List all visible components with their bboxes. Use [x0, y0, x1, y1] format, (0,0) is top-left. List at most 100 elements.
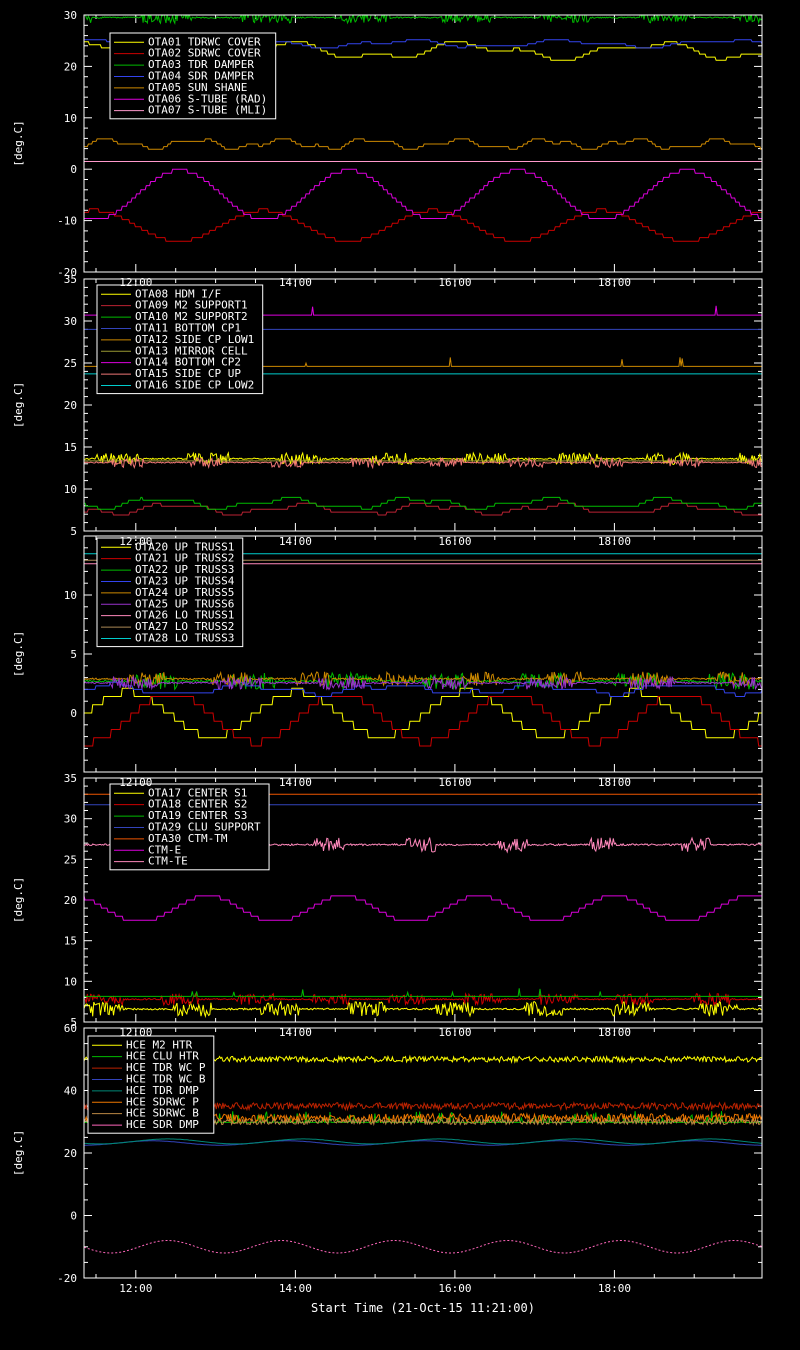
x-tick-label: 14:00	[279, 535, 312, 548]
series-ota18-center-s2	[84, 992, 762, 1007]
x-tick-label: 18:00	[598, 1282, 631, 1295]
x-tick-label: 12:00	[119, 776, 152, 789]
legend-label: HCE SDR DMP	[126, 1118, 199, 1131]
panel-frame	[83, 535, 763, 773]
legend-label: OTA22 UP TRUSS3	[135, 563, 234, 576]
legend-label: OTA01 TDRWC COVER	[148, 35, 261, 48]
series-ota25-up-truss6	[84, 674, 762, 691]
x-tick-label: 12:00	[119, 1026, 152, 1039]
panel-4: 5 10 15 20 25 30 35 [deg.C] OTA17 CENTER S1OTA18…	[12, 772, 763, 1029]
axis-ticks	[84, 278, 762, 532]
series-group	[84, 793, 762, 1019]
legend-label: OTA16 SIDE CP LOW2	[135, 379, 254, 392]
y-tick-label: 40	[64, 1085, 77, 1098]
series-ota15-side-cp-up	[84, 456, 762, 470]
legend-label: OTA07 S-TUBE (MLI)	[148, 104, 267, 117]
y-axis-title: [deg.C]	[12, 382, 25, 428]
legend-label: OTA11 BOTTOM CP1	[135, 322, 241, 335]
y-tick-label: 15	[64, 441, 77, 454]
legend-label: CTM-E	[148, 843, 181, 856]
panels: -20 -10 0 10 20 30 [deg.C] OTA01 TDRWC COVER OTA…	[12, 9, 763, 1285]
legend-label: OTA15 SIDE CP UP	[135, 367, 241, 380]
y-tick-label: -20	[57, 266, 77, 279]
y-tick-label: 25	[64, 853, 77, 866]
series-ota21-up-truss2	[84, 696, 762, 747]
series-group	[84, 15, 762, 242]
legend-label: OTA28 LO TRUSS3	[135, 632, 234, 645]
legend-label: OTA10 M2 SUPPORT2	[135, 310, 248, 323]
legend-box	[109, 783, 270, 871]
y-tick-label: 60	[64, 1022, 77, 1035]
legend-label: OTA27 LO TRUSS2	[135, 620, 234, 633]
legend-label: HCE SDRWC B	[126, 1107, 199, 1120]
y-tick-label: 10	[64, 112, 77, 125]
x-tick-label: 16:00	[438, 276, 471, 289]
x-tick-label: 16:00	[438, 1026, 471, 1039]
legend-label: OTA13 MIRROR CELL	[135, 344, 248, 357]
y-tick-label: 10	[64, 483, 77, 496]
y-tick-label: 5	[70, 648, 77, 661]
x-tick-label: 12:00	[119, 1282, 152, 1295]
y-tick-label: 5	[70, 1016, 77, 1029]
y-axis-title: [deg.C]	[12, 120, 25, 166]
series-hce-sdr-dmp	[84, 1240, 762, 1254]
legend-label: OTA20 UP TRUSS1	[135, 540, 234, 553]
legend-label: HCE TDR DMP	[126, 1084, 199, 1097]
y-tick-label: 0	[70, 163, 77, 176]
series-ota19-center-s3	[84, 988, 762, 997]
x-tick-label: 14:00	[279, 1026, 312, 1039]
x-tick-label: 12:00	[119, 535, 152, 548]
y-tick-label: 30	[64, 315, 77, 328]
y-tick-label: 10	[64, 975, 77, 988]
legend-label: OTA14 BOTTOM CP2	[135, 356, 241, 369]
y-tick-label: 20	[64, 399, 77, 412]
x-tick-label: 14:00	[279, 276, 312, 289]
legend-label: OTA08 HDM I/F	[135, 287, 221, 300]
x-tick-label: 18:00	[598, 776, 631, 789]
series-ota17-center-s1	[84, 1000, 762, 1019]
legend-label: HCE CLU HTR	[126, 1050, 199, 1063]
y-tick-label: 20	[64, 894, 77, 907]
legend-label: OTA04 SDR DAMPER	[148, 70, 254, 83]
y-axis-title: [deg.C]	[12, 631, 25, 677]
series-ota09-m2-support1	[84, 502, 762, 516]
y-axis-title: [deg.C]	[12, 877, 25, 923]
y-tick-label: 15	[64, 935, 77, 948]
legend-label: CTM-TE	[148, 855, 188, 868]
x-tick-label: 18:00	[598, 1026, 631, 1039]
legend-label: HCE TDR WC P	[126, 1061, 206, 1074]
series-ota06-s-tube-rad-	[84, 168, 762, 219]
series-ota23-up-truss4	[84, 681, 762, 697]
legend-label: OTA25 UP TRUSS6	[135, 597, 234, 610]
legend-label: OTA06 S-TUBE (RAD)	[148, 92, 267, 105]
y-tick-label: -10	[57, 215, 77, 228]
legend-label: OTA05 SUN SHANE	[148, 81, 247, 94]
x-tick-label: 14:00	[279, 1282, 312, 1295]
series-ota03-tdr-damper	[84, 15, 762, 25]
legend-label: OTA19 CENTER S3	[148, 809, 247, 822]
series-ota22-up-truss3	[84, 671, 762, 691]
series-ota20-up-truss1	[84, 687, 762, 739]
panel-frame	[83, 14, 763, 273]
legend-label: OTA30 CTM-TM	[148, 832, 228, 845]
x-tick-label: 16:00	[438, 535, 471, 548]
panel-frame	[83, 1027, 763, 1279]
y-tick-label: 0	[70, 707, 77, 720]
x-tick-label: 16:00	[438, 1282, 471, 1295]
series-ota10-m2-support2	[84, 496, 762, 510]
series-hce-tdr-dmp	[84, 1138, 762, 1145]
y-tick-label: 5	[70, 525, 77, 538]
legend-label: OTA09 M2 SUPPORT1	[135, 299, 248, 312]
panel-frame	[83, 278, 763, 532]
legend-box	[109, 32, 277, 120]
legend-label: OTA12 SIDE CP LOW1	[135, 333, 254, 346]
x-tick-label: 14:00	[279, 776, 312, 789]
legend-label: OTA03 TDR DAMPER	[148, 58, 254, 71]
